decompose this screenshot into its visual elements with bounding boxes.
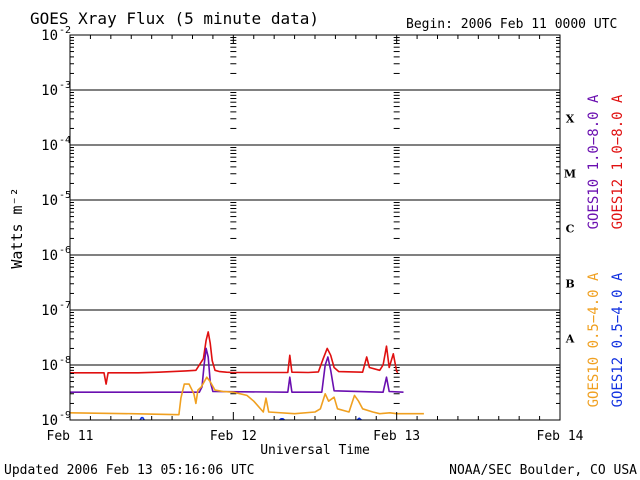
series-line [279,418,285,421]
begin-time: Begin: 2006 Feb 11 0000 UTC [406,17,617,32]
flare-class-label: M [564,168,576,181]
credit: NOAA/SEC Boulder, CO USA [449,463,637,478]
y-tick-exponent: -4 [59,135,71,146]
flare-class-label: C [566,223,575,236]
y-tick-label: 10 [41,303,58,319]
legend-entry: GOES10 1.0−8.0 A [586,94,602,229]
legend-entry: GOES10 0.5−4.0 A [586,272,602,407]
y-tick-exponent: -5 [59,190,71,201]
y-tick-label: 10 [41,83,58,99]
y-tick-label: 10 [41,413,58,429]
y-tick-label: 10 [41,193,58,209]
updated-time: Updated 2006 Feb 13 05:16:06 UTC [4,463,254,478]
flare-class-labels: A B C M X [564,113,576,346]
series-line [70,331,399,385]
chart-title: GOES Xray Flux (5 minute data) [30,9,319,28]
series-line [69,376,424,416]
legend-entry: GOES12 0.5−4.0 A [610,272,626,407]
y-axis-label: Watts m⁻² [8,187,26,268]
y-tick-label: 10 [41,358,58,374]
y-tick-exponent: -9 [59,410,71,421]
x-tick-label: Feb 11 [47,429,94,444]
series-line [70,347,404,393]
y-tick-label: 10 [41,138,58,154]
x-axis-ticks: Feb 11 Feb 12 Feb 13 Feb 14 [47,35,584,444]
x-tick-label: Feb 14 [537,429,584,444]
y-tick-label: 10 [41,28,58,44]
y-tick-label: 10 [41,248,58,264]
series-line [139,416,145,421]
y-tick-exponent: -6 [59,245,71,256]
y-tick-exponent: -3 [59,80,71,91]
x-tick-label: Feb 13 [373,429,420,444]
y-tick-exponent: -2 [59,25,71,36]
series-line [356,417,362,421]
y-tick-exponent: -7 [59,300,71,311]
x-axis-label: Universal Time [260,443,370,458]
flare-class-label: X [566,113,575,126]
legend-entry: GOES12 1.0−8.0 A [610,94,626,229]
plot-area [69,331,424,421]
x-tick-label: Feb 12 [210,429,257,444]
legend: GOES10 1.0−8.0 A GOES12 1.0−8.0 A GOES10 0… [586,94,626,407]
flare-class-label: A [565,333,575,346]
y-tick-exponent: -8 [59,355,71,366]
y-axis-ticks: 10-910-810-710-610-510-410-310-2 [41,25,560,429]
flare-class-label: B [565,278,574,291]
